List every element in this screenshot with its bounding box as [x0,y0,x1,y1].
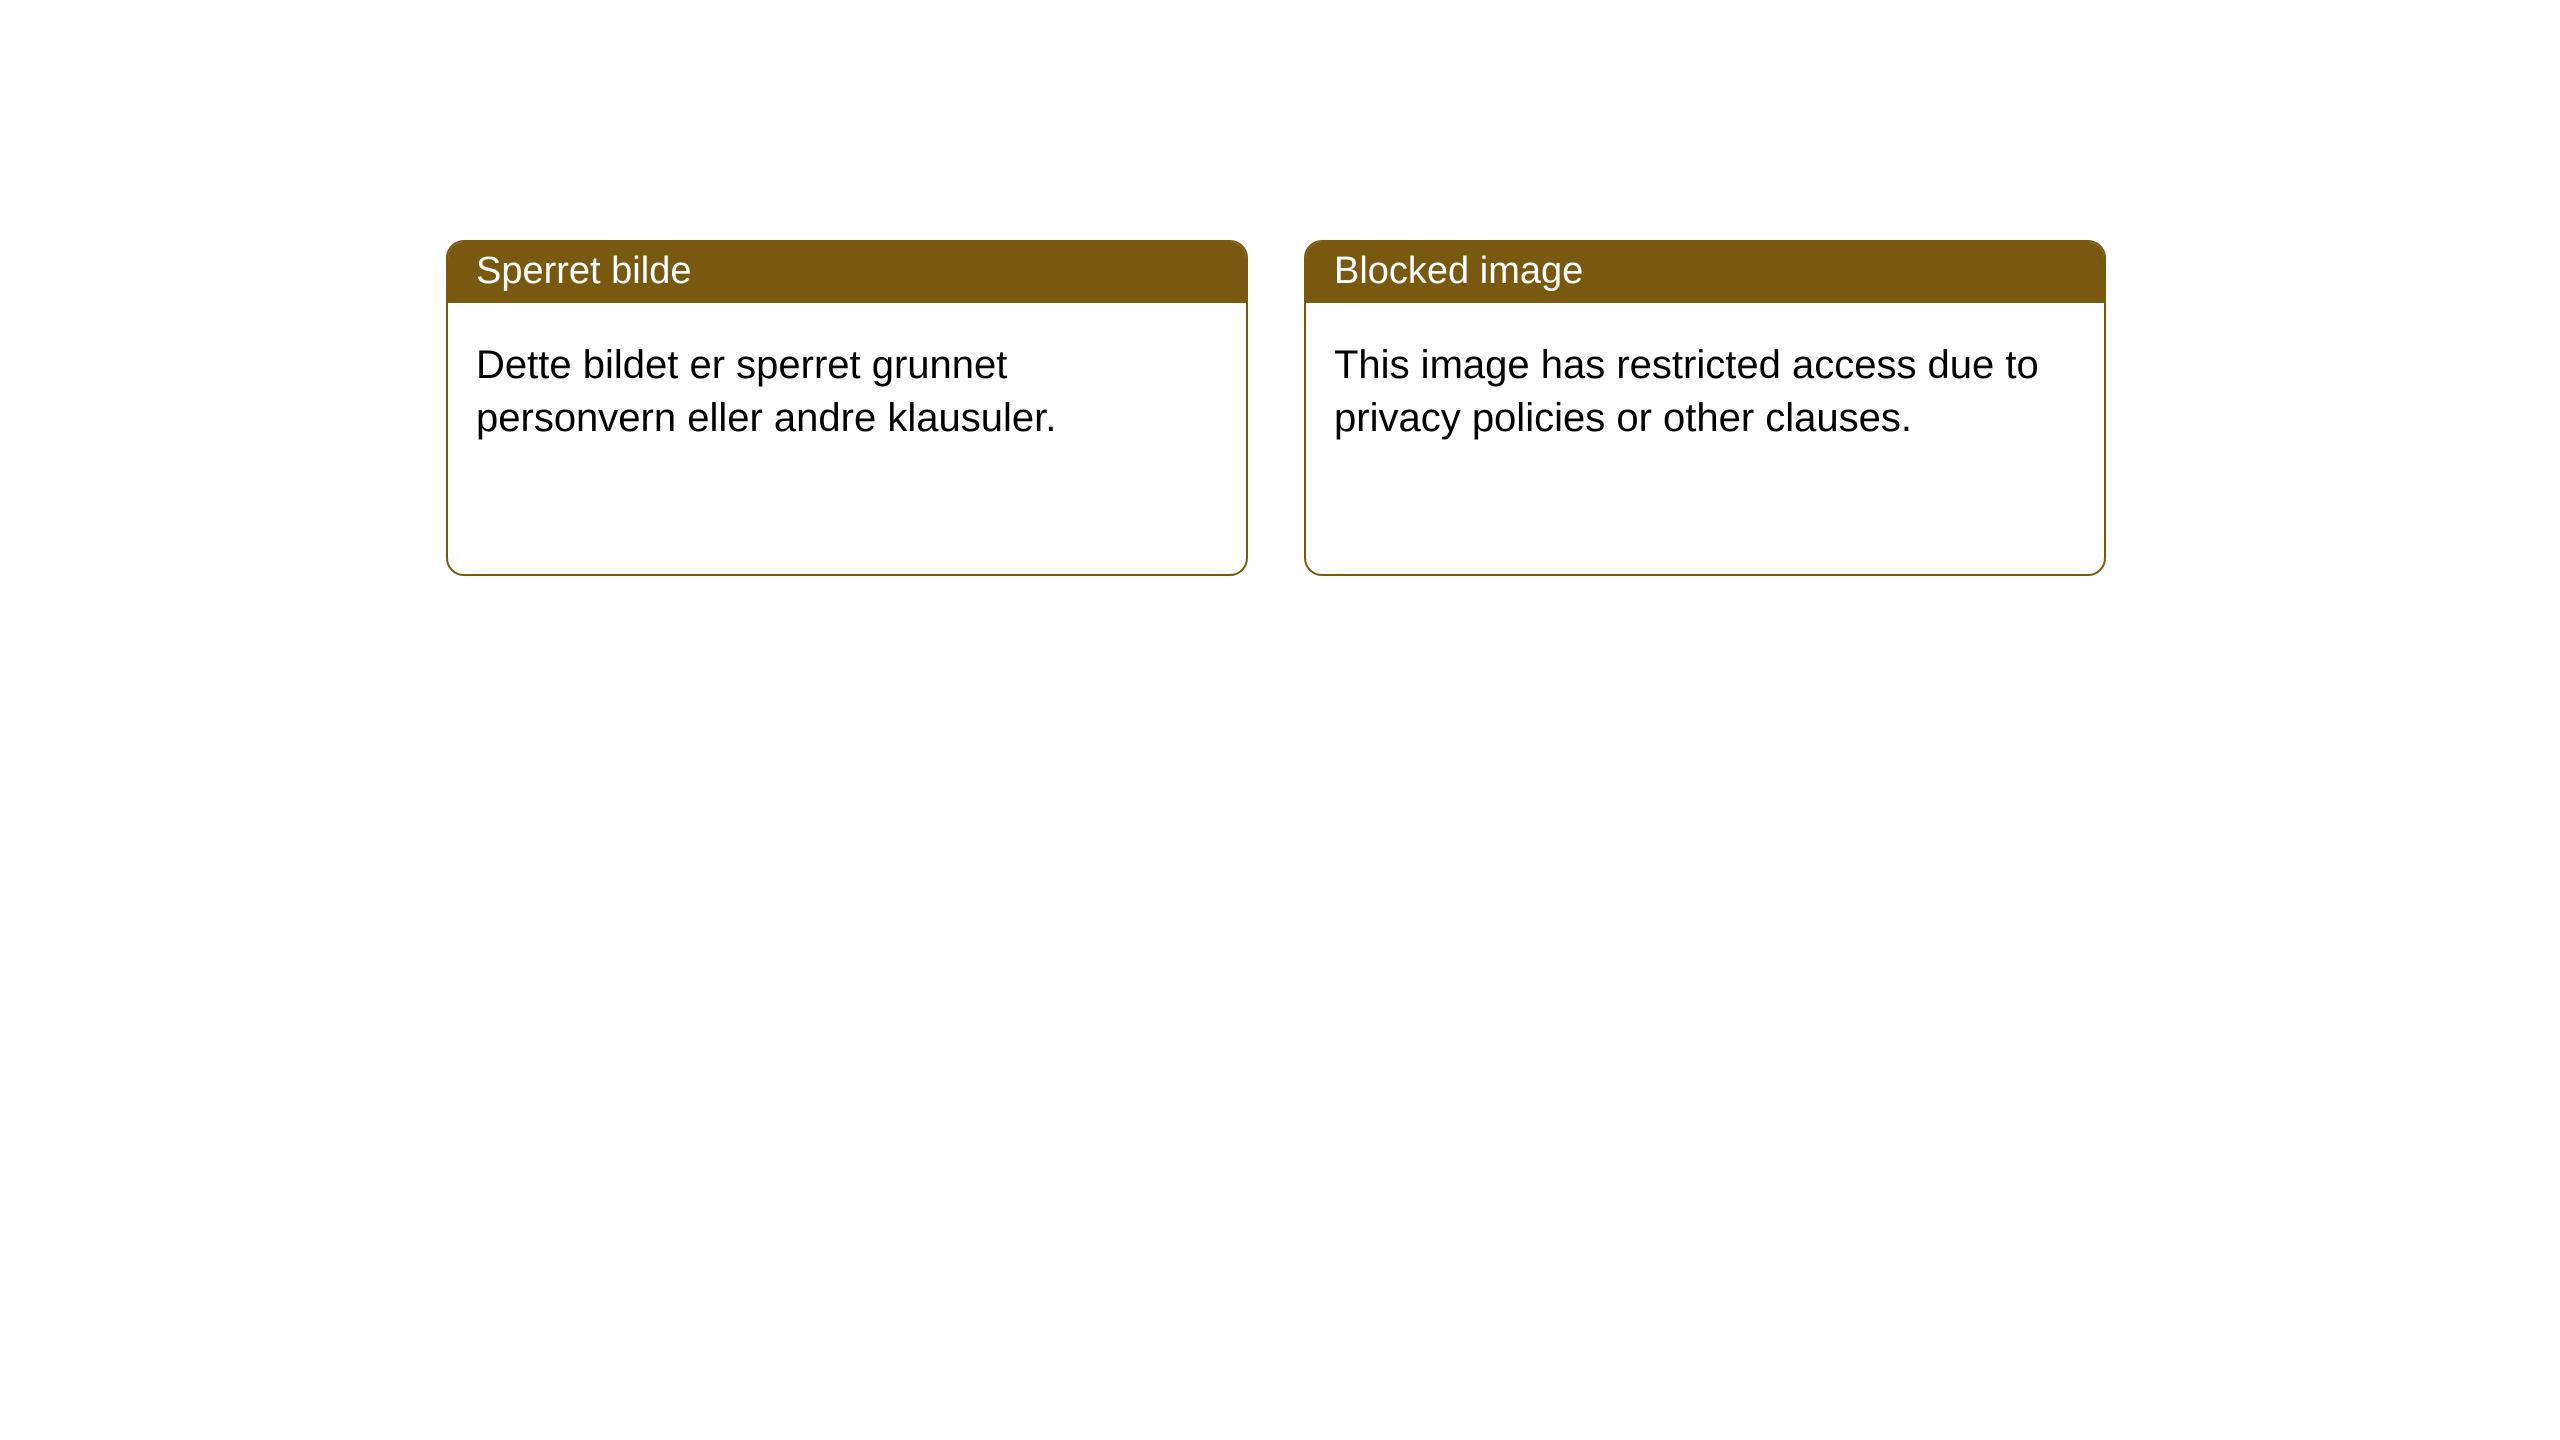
notice-cards-container: Sperret bilde Dette bildet er sperret gr… [446,240,2106,576]
card-body-norwegian: Dette bildet er sperret grunnet personve… [448,303,1246,481]
card-title-norwegian: Sperret bilde [448,242,1246,303]
blocked-image-card-english: Blocked image This image has restricted … [1304,240,2106,576]
card-title-english: Blocked image [1306,242,2104,303]
blocked-image-card-norwegian: Sperret bilde Dette bildet er sperret gr… [446,240,1248,576]
card-body-english: This image has restricted access due to … [1306,303,2104,481]
